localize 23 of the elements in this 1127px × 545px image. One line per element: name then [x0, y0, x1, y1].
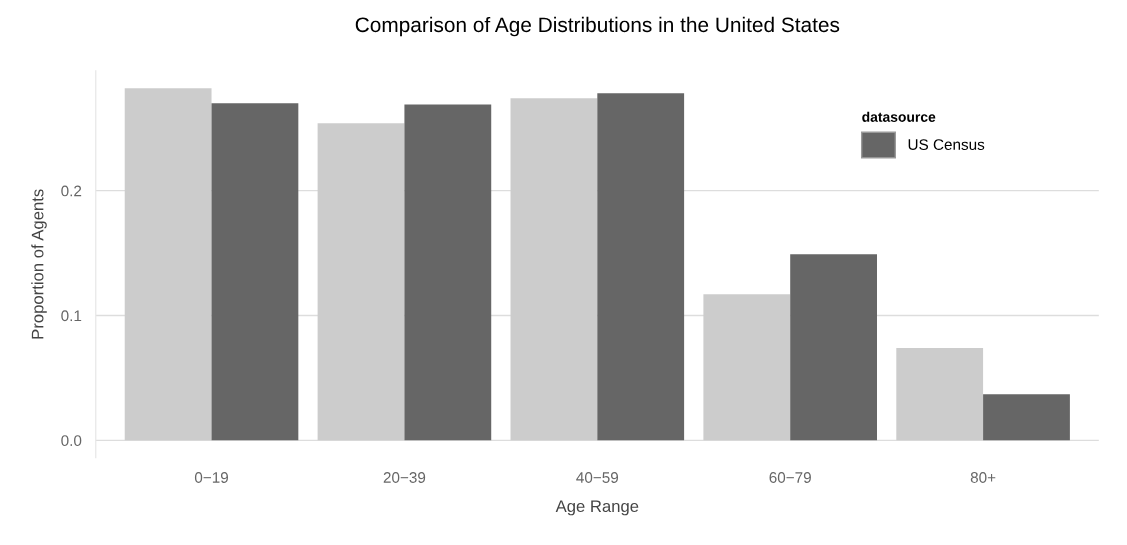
bar — [211, 103, 299, 441]
x-tick-label: 20−39 — [383, 472, 426, 483]
legend-title: datasource — [862, 111, 936, 122]
bar — [896, 347, 984, 441]
y-tick-label: 0.2 — [61, 185, 82, 197]
x-tick-label: 60−79 — [769, 472, 811, 483]
chart-title: Comparison of Age Distributions in the United States — [355, 16, 840, 37]
legend-label: US Census — [908, 139, 985, 150]
bar — [510, 98, 598, 441]
bar — [317, 123, 405, 441]
y-tick-label: 0.1 — [61, 310, 82, 322]
x-tick-label: 40−59 — [576, 472, 619, 483]
bar — [404, 104, 492, 441]
x-axis-title: Age Range — [555, 500, 639, 516]
bar — [790, 254, 877, 441]
x-tick-label: 0−19 — [194, 472, 229, 483]
bar — [597, 93, 685, 441]
bar — [703, 294, 791, 441]
bar — [983, 394, 1070, 441]
y-axis-title: Proportion of Agents — [31, 189, 47, 339]
y-tick-label: 0.0 — [61, 435, 82, 447]
bar — [124, 88, 212, 441]
x-tick-label: 80+ — [970, 472, 996, 483]
